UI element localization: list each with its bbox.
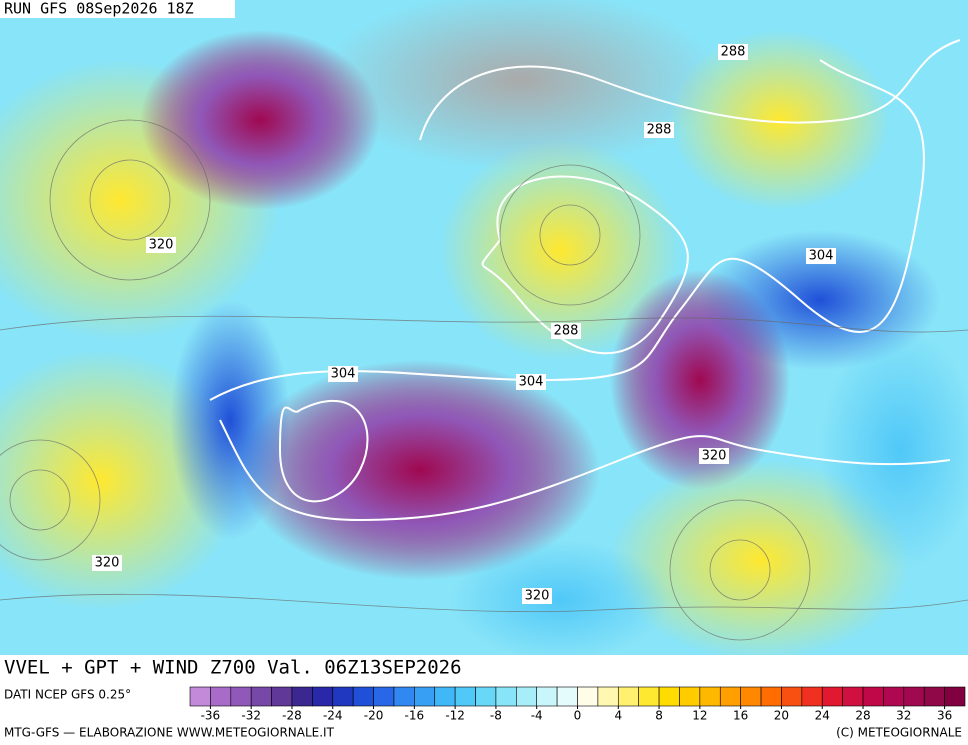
colorbar-tick-label: 20: [774, 709, 789, 723]
run-label: RUN GFS 08Sep2026 18Z: [4, 0, 194, 18]
colorbar-box: [536, 686, 558, 707]
footer-left: MTG-GFS — ELABORAZIONE WWW.METEOGIORNALE…: [4, 726, 335, 740]
colorbar-box: [699, 686, 721, 707]
colorbar-box: [658, 686, 680, 707]
colorbar-box: [414, 686, 436, 707]
colorbar-box: [495, 686, 517, 707]
colorbar-box: [250, 686, 272, 707]
contour-label-bg: [806, 248, 836, 264]
colorbar-tick-label: 28: [855, 709, 870, 723]
contour-label-bg: [551, 323, 581, 339]
colorbar-tick-label: -24: [323, 709, 343, 723]
colorbar-box: [312, 686, 334, 707]
contour-label-bg: [328, 366, 358, 382]
colorbar-box: [944, 686, 966, 707]
contour-label: 288: [721, 45, 746, 60]
colorbar-box: [883, 686, 905, 707]
field: [0, 0, 968, 660]
colorbar-tick-label: -16: [405, 709, 425, 723]
colorbar-box: [454, 686, 476, 707]
colorbar-box: [801, 686, 823, 707]
colorbar-box: [271, 686, 293, 707]
source: DATI NCEP GFS 0.25°: [4, 688, 131, 702]
colorbar-box: [842, 686, 864, 707]
header-box: [0, 0, 235, 18]
colorbar-box: [597, 686, 619, 707]
colorbar-box: [393, 686, 415, 707]
colorbar-tick-label: -4: [531, 709, 543, 723]
colorbar-tick-label: 16: [733, 709, 748, 723]
colorbar-box: [638, 686, 660, 707]
colorbar-box: [475, 686, 497, 707]
colorbar-box: [781, 686, 803, 707]
colorbar-tick-label: 8: [655, 709, 663, 723]
colorbar-box: [903, 686, 925, 707]
colorbar-box: [332, 686, 354, 707]
contour-label: 320: [525, 589, 550, 604]
contour-labels: 288288320304288304304320320320320: [92, 44, 836, 687]
colorbar-box: [210, 686, 232, 707]
colorbar: -36 -32 -28 -24 -20 -16 -12 -8 -4 0 4 8 12 16 20 24 28 32…: [189, 686, 966, 723]
footer-right: (C) METEOGIORNALE: [836, 726, 962, 740]
colorbar-box: [291, 686, 313, 707]
contour-label-bg: [516, 374, 546, 390]
colorbar-tick-label: -8: [490, 709, 502, 723]
colorbar-box: [434, 686, 456, 707]
colorbar-tick-label: -36: [201, 709, 221, 723]
colorbar-box: [740, 686, 762, 707]
contour-label: 304: [809, 249, 834, 264]
colorbar-tick-label: -28: [282, 709, 302, 723]
contour-label: 288: [554, 324, 579, 339]
contour-label: 304: [331, 367, 356, 382]
colorbar-tick-label: -12: [445, 709, 465, 723]
contour-label: 320: [95, 556, 120, 571]
streamlines: [0, 119, 968, 641]
colorbar-box: [679, 686, 701, 707]
colorbar-tick-label: 12: [692, 709, 707, 723]
colorbar-box: [189, 686, 211, 707]
colorbar-box: [719, 686, 741, 707]
colorbar-box: [760, 686, 782, 707]
contour-label-bg: [644, 122, 674, 138]
colorbar-box: [352, 686, 374, 707]
contour-label: 304: [519, 375, 544, 390]
contours: [209, 39, 961, 522]
contour-label-bg: [522, 588, 552, 604]
contour-label: 320: [702, 449, 727, 464]
colorbar-box: [862, 686, 884, 707]
contour-label: 288: [647, 123, 672, 138]
colorbar-tick-label: 0: [574, 709, 582, 723]
colorbar-box: [617, 686, 639, 707]
contour-label-bg: [699, 448, 729, 464]
colorbar-tick-label: 4: [614, 709, 622, 723]
colorbar-box: [923, 686, 945, 707]
colorbar-box: [556, 686, 578, 707]
colorbar-tick-label: -32: [241, 709, 261, 723]
colorbar-tick-label: 32: [896, 709, 911, 723]
colorbar-tick-label: 24: [815, 709, 830, 723]
contour-label-bg: [146, 237, 176, 253]
colorbar-tick-label: 36: [937, 709, 952, 723]
contour-label-bg: [718, 44, 748, 60]
colorbar-box: [577, 686, 599, 707]
colorbar-box: [230, 686, 252, 707]
colorbar-box: [516, 686, 538, 707]
contour-label-bg: [92, 555, 122, 571]
colorbar-box: [821, 686, 843, 707]
title-box: [0, 657, 500, 679]
title: VVEL + GPT + WIND Z700 Val. 06Z13SEP2026: [4, 657, 462, 679]
colorbar-box: [373, 686, 395, 707]
contour-label: 320: [149, 238, 174, 253]
colorbar-tick-label: -20: [364, 709, 384, 723]
